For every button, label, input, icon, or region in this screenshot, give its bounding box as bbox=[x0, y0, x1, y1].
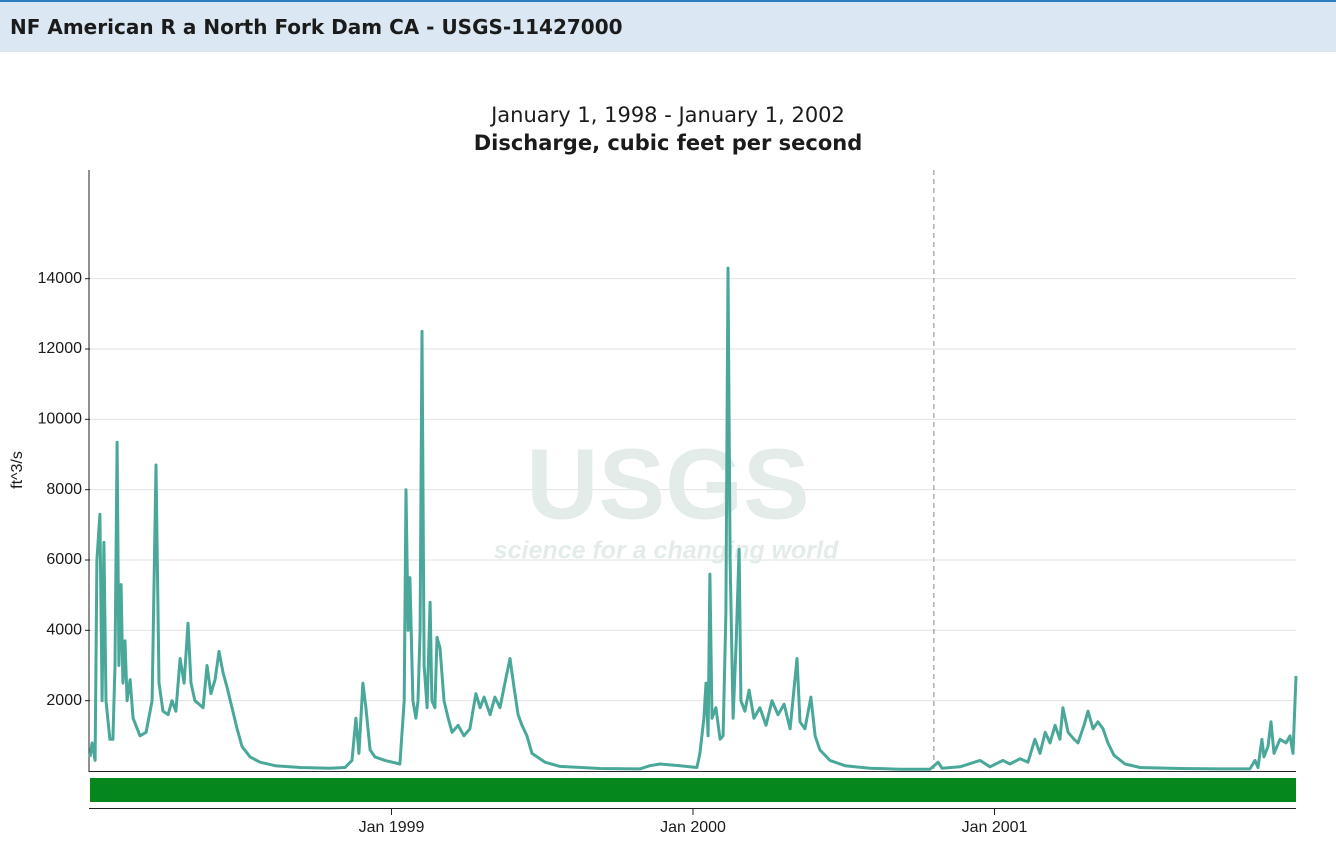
watermark-tagline: science for a changing world bbox=[494, 537, 839, 565]
y-tick-label: 12000 bbox=[38, 340, 83, 357]
header-title: NF American R a North Fork Dam CA - USGS… bbox=[10, 15, 623, 39]
chart-title: January 1, 1998 - January 1, 2002 bbox=[489, 103, 845, 127]
y-tick-label: 14000 bbox=[38, 270, 83, 287]
header: NF American R a North Fork Dam CA - USGS… bbox=[0, 0, 1336, 52]
y-tick-label: 4000 bbox=[46, 622, 82, 639]
x-tick-label: Jan 2000 bbox=[660, 819, 726, 836]
x-tick-label: Jan 2001 bbox=[962, 819, 1028, 836]
y-tick-label: 8000 bbox=[46, 481, 82, 498]
chart: January 1, 1998 - January 1, 2002 Discha… bbox=[9, 103, 1298, 836]
y-tick-label: 2000 bbox=[46, 692, 82, 709]
y-tick-label: 10000 bbox=[38, 411, 83, 428]
status-bar bbox=[90, 778, 1296, 802]
y-axis-label: ft^3/s bbox=[9, 451, 26, 489]
watermark-logo: USGS bbox=[526, 428, 809, 540]
x-tick-label: Jan 1999 bbox=[359, 819, 425, 836]
chart-subtitle: Discharge, cubic feet per second bbox=[474, 131, 863, 155]
discharge-line bbox=[88, 266, 1298, 771]
y-tick-label: 6000 bbox=[46, 551, 82, 568]
